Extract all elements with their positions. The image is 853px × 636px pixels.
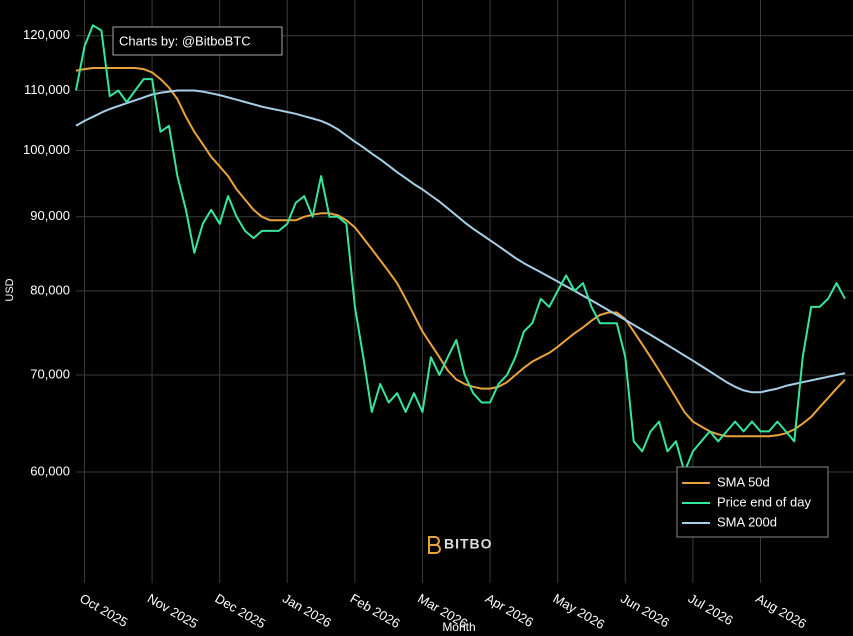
legend: SMA 50d Price end of day SMA 200d [676, 466, 829, 538]
x-axis-label: Month [442, 620, 475, 634]
y-tick-label: 110,000 [24, 82, 70, 97]
watermark: BITBO [428, 536, 493, 554]
y-tick-label: 100,000 [23, 142, 70, 157]
y-tick-label: 120,000 [23, 27, 70, 42]
series-line [75, 67, 846, 438]
y-tick-label: 90,000 [30, 208, 70, 223]
x-tick-label: May 2026 [550, 591, 607, 633]
x-tick-label: Feb 2026 [348, 591, 403, 631]
y-tick-label: 70,000 [30, 366, 70, 381]
grid [76, 0, 853, 583]
x-tick-label: Nov 2025 [145, 591, 201, 632]
x-tick-label: Apr 2026 [483, 591, 536, 630]
y-tick-label: 80,000 [30, 282, 70, 297]
x-tick-label: Aug 2026 [753, 591, 809, 632]
annotation-text: Charts by: @BitboBTC [119, 33, 251, 48]
y-axis-label: USD [4, 278, 16, 301]
annotation: Charts by: @BitboBTC [112, 26, 283, 56]
series-line [75, 89, 846, 394]
x-tick-label: Jun 2026 [618, 591, 672, 631]
annotation-box [112, 26, 283, 56]
y-tick-label: 60,000 [30, 463, 70, 478]
x-tick-label: Jan 2026 [280, 591, 334, 631]
x-tick-label: Jul 2026 [686, 591, 736, 629]
legend-label: Price end of day [717, 494, 811, 509]
x-tick-label: Dec 2025 [212, 591, 268, 632]
x-tick-label: Oct 2025 [77, 591, 130, 630]
watermark-text: BITBO [444, 536, 493, 552]
series-line [75, 24, 846, 473]
legend-label: SMA 50d [717, 474, 770, 489]
legend-label: SMA 200d [717, 514, 777, 529]
watermark-icon [428, 536, 441, 554]
